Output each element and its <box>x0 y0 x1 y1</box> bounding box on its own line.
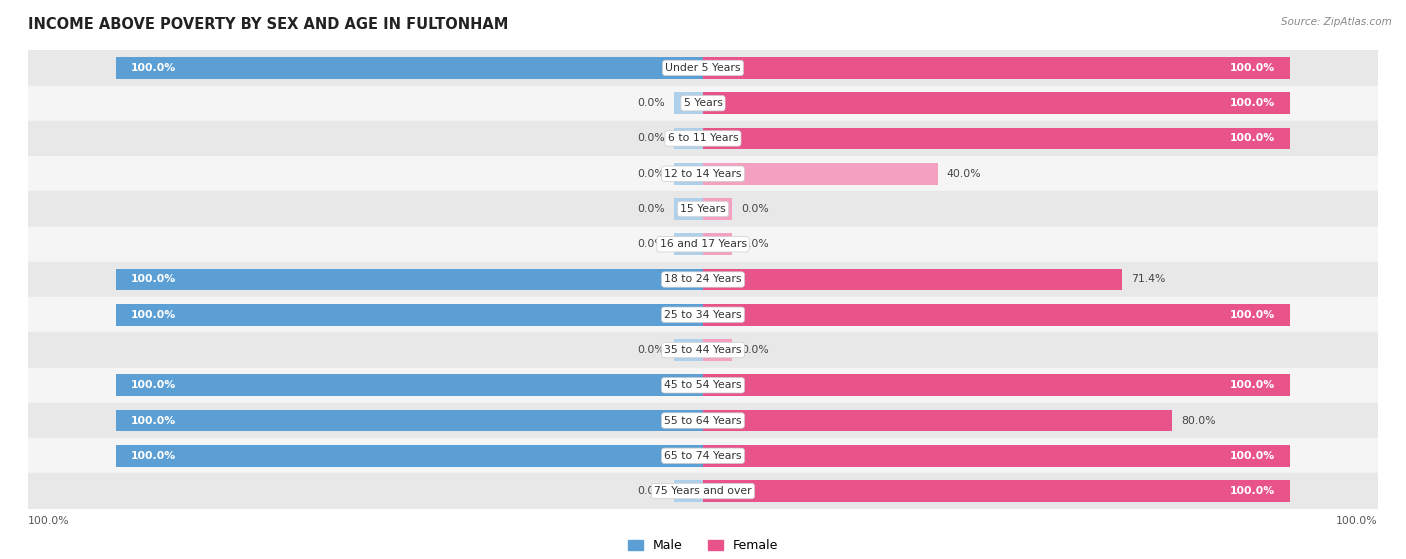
Text: 100.0%: 100.0% <box>1230 134 1275 144</box>
Bar <box>117 304 703 326</box>
Bar <box>703 163 938 184</box>
Bar <box>28 473 1378 509</box>
Text: 0.0%: 0.0% <box>637 204 665 214</box>
Text: Under 5 Years: Under 5 Years <box>665 63 741 73</box>
Legend: Male, Female: Male, Female <box>623 534 783 557</box>
Bar <box>28 333 1378 368</box>
Text: 100.0%: 100.0% <box>1230 451 1275 461</box>
Bar <box>673 339 703 361</box>
Text: 16 and 17 Years: 16 and 17 Years <box>659 239 747 249</box>
Text: 100.0%: 100.0% <box>131 451 176 461</box>
Bar <box>28 438 1378 473</box>
Text: 12 to 14 Years: 12 to 14 Years <box>664 169 742 179</box>
Bar <box>117 410 703 432</box>
Bar <box>703 375 1289 396</box>
Text: 65 to 74 Years: 65 to 74 Years <box>664 451 742 461</box>
Text: 25 to 34 Years: 25 to 34 Years <box>664 310 742 320</box>
Bar <box>703 268 1122 291</box>
Bar <box>703 233 733 255</box>
Bar <box>703 127 1289 149</box>
Text: 0.0%: 0.0% <box>637 169 665 179</box>
Text: 6 to 11 Years: 6 to 11 Years <box>668 134 738 144</box>
Bar <box>673 480 703 502</box>
Bar <box>117 57 703 79</box>
Bar <box>673 198 703 220</box>
Bar <box>673 127 703 149</box>
Bar <box>673 92 703 114</box>
Bar <box>703 480 1289 502</box>
Bar <box>28 297 1378 333</box>
Text: 0.0%: 0.0% <box>741 204 769 214</box>
Bar <box>703 92 1289 114</box>
Text: 100.0%: 100.0% <box>131 63 176 73</box>
Text: 100.0%: 100.0% <box>1230 310 1275 320</box>
Bar <box>117 445 703 467</box>
Text: 100.0%: 100.0% <box>131 274 176 285</box>
Text: 5 Years: 5 Years <box>683 98 723 108</box>
Text: 100.0%: 100.0% <box>1336 516 1378 526</box>
Bar <box>703 445 1289 467</box>
Bar <box>703 198 733 220</box>
Bar <box>703 57 1289 79</box>
Text: 100.0%: 100.0% <box>1230 380 1275 390</box>
Text: 35 to 44 Years: 35 to 44 Years <box>664 345 742 355</box>
Text: 100.0%: 100.0% <box>28 516 70 526</box>
Text: 0.0%: 0.0% <box>741 239 769 249</box>
Text: 100.0%: 100.0% <box>131 415 176 425</box>
Text: 15 Years: 15 Years <box>681 204 725 214</box>
Bar <box>117 268 703 291</box>
Bar <box>28 86 1378 121</box>
Text: 0.0%: 0.0% <box>637 486 665 496</box>
Text: 100.0%: 100.0% <box>131 310 176 320</box>
Bar <box>703 339 733 361</box>
Text: 0.0%: 0.0% <box>741 345 769 355</box>
Bar <box>28 191 1378 226</box>
Bar <box>28 121 1378 156</box>
Text: Source: ZipAtlas.com: Source: ZipAtlas.com <box>1281 17 1392 27</box>
Text: 0.0%: 0.0% <box>637 134 665 144</box>
Text: 0.0%: 0.0% <box>637 98 665 108</box>
Bar <box>703 410 1173 432</box>
Bar <box>117 375 703 396</box>
Text: 0.0%: 0.0% <box>637 345 665 355</box>
Bar <box>703 304 1289 326</box>
Text: 40.0%: 40.0% <box>946 169 981 179</box>
Bar <box>28 226 1378 262</box>
Bar <box>28 262 1378 297</box>
Text: 100.0%: 100.0% <box>1230 98 1275 108</box>
Bar <box>28 403 1378 438</box>
Text: 71.4%: 71.4% <box>1130 274 1166 285</box>
Text: 0.0%: 0.0% <box>637 239 665 249</box>
Bar <box>28 50 1378 86</box>
Text: 100.0%: 100.0% <box>1230 486 1275 496</box>
Bar <box>28 156 1378 191</box>
Text: INCOME ABOVE POVERTY BY SEX AND AGE IN FULTONHAM: INCOME ABOVE POVERTY BY SEX AND AGE IN F… <box>28 17 509 32</box>
Text: 55 to 64 Years: 55 to 64 Years <box>664 415 742 425</box>
Text: 75 Years and over: 75 Years and over <box>654 486 752 496</box>
Text: 100.0%: 100.0% <box>1230 63 1275 73</box>
Text: 18 to 24 Years: 18 to 24 Years <box>664 274 742 285</box>
Bar <box>673 163 703 184</box>
Text: 100.0%: 100.0% <box>131 380 176 390</box>
Bar <box>673 233 703 255</box>
Text: 45 to 54 Years: 45 to 54 Years <box>664 380 742 390</box>
Bar <box>28 368 1378 403</box>
Text: 80.0%: 80.0% <box>1181 415 1216 425</box>
